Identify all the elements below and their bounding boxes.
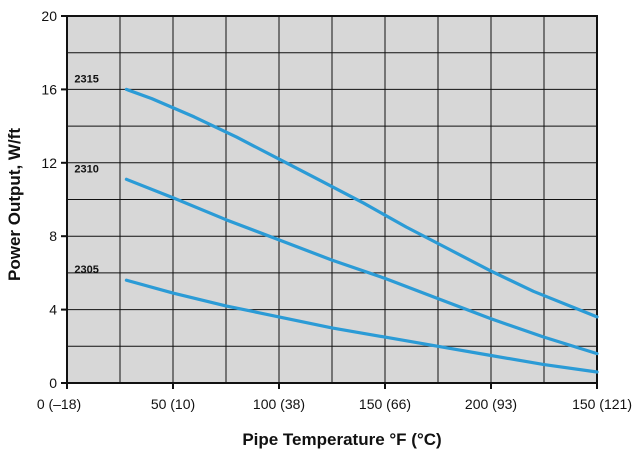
x-axis: 0 (–18) 50 (10) 100 (38) 150 (66) 200 (93) 15… bbox=[37, 383, 632, 412]
y-tick-label: 0 bbox=[49, 375, 57, 391]
y-axis: 0 4 8 12 16 20 bbox=[41, 8, 67, 391]
series-label-2305: 2305 bbox=[74, 264, 98, 276]
x-axis-title: Pipe Temperature °F (°C) bbox=[242, 430, 441, 449]
x-tick-label: 150 (121) bbox=[572, 396, 632, 412]
y-tick-label: 16 bbox=[41, 81, 57, 97]
y-tick-label: 12 bbox=[41, 155, 57, 171]
x-tick-label: 150 (66) bbox=[359, 396, 411, 412]
plot-frame bbox=[66, 15, 598, 384]
y-tick-label: 8 bbox=[49, 228, 57, 244]
series-label-2315: 2315 bbox=[74, 73, 98, 85]
y-axis-title: Power Output, W/ft bbox=[5, 128, 24, 281]
x-tick-label: 50 (10) bbox=[151, 396, 195, 412]
grid-lines bbox=[67, 16, 597, 383]
series-line-2315 bbox=[124, 87, 599, 319]
x-tick-label: 200 (93) bbox=[465, 396, 517, 412]
series-label-2310: 2310 bbox=[74, 163, 98, 175]
y-tick-label: 4 bbox=[49, 302, 57, 318]
x-tick-label: 0 (–18) bbox=[37, 396, 81, 412]
y-tick-label: 20 bbox=[41, 8, 57, 24]
series-labels: 2315 2310 2305 bbox=[74, 73, 98, 276]
series-lines bbox=[124, 87, 599, 374]
x-tick-label: 100 (38) bbox=[253, 396, 305, 412]
series-line-2310 bbox=[124, 177, 599, 356]
series-line-2305 bbox=[124, 278, 599, 374]
